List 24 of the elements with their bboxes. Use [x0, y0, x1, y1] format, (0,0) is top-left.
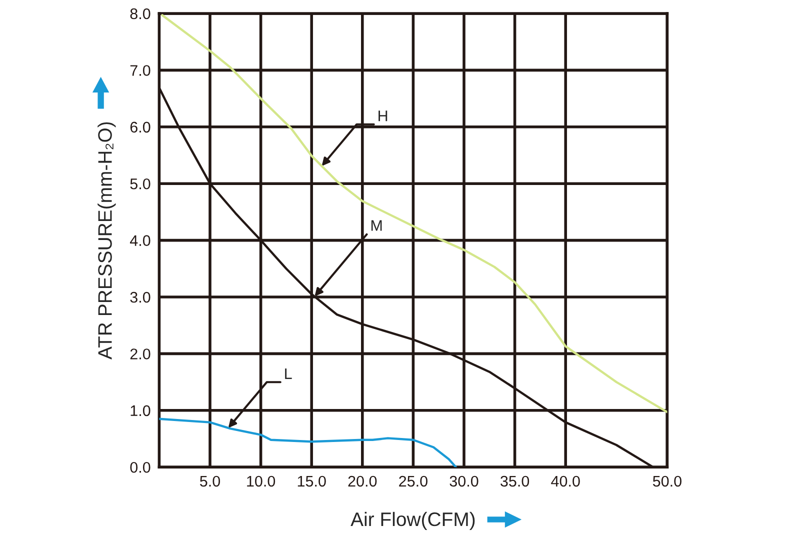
x-tick-label: 20.0 [348, 476, 377, 487]
y-tick-label: 0.0 [130, 462, 150, 473]
x-tick-label: 25.0 [399, 476, 428, 487]
y-tick-label: 5.0 [130, 178, 150, 190]
x-tick-label: 30.0 [450, 476, 478, 487]
x-tick-label: 15.0 [298, 476, 326, 487]
x-tick-label: 35.0 [500, 476, 530, 487]
line-series [159, 418, 457, 468]
y-tick-label: 1.0 [130, 405, 150, 416]
x-tick-label: 40.0 [551, 476, 580, 487]
y-tick-label: 3.0 [130, 292, 150, 303]
annotation: L [285, 368, 292, 379]
y-tick-label: 4.0 [130, 235, 150, 246]
x-tick-label: 50.0 [652, 476, 682, 487]
x-tick-label: 10.0 [247, 476, 276, 487]
annotation: H [378, 110, 388, 122]
x-tick-label: 5.0 [200, 476, 220, 487]
y-axis-title: ATR PRESSURE(mm-H₂O) [98, 122, 116, 360]
annotation: M [371, 220, 382, 231]
y-tick-label: 6.0 [130, 122, 150, 133]
y-tick-label: 2.0 [130, 348, 150, 360]
y-tick-label: 7.0 [130, 65, 150, 76]
y-tick-label: 8.0 [130, 8, 150, 20]
x-axis-title: Air Flow(CFM) [350, 512, 475, 530]
